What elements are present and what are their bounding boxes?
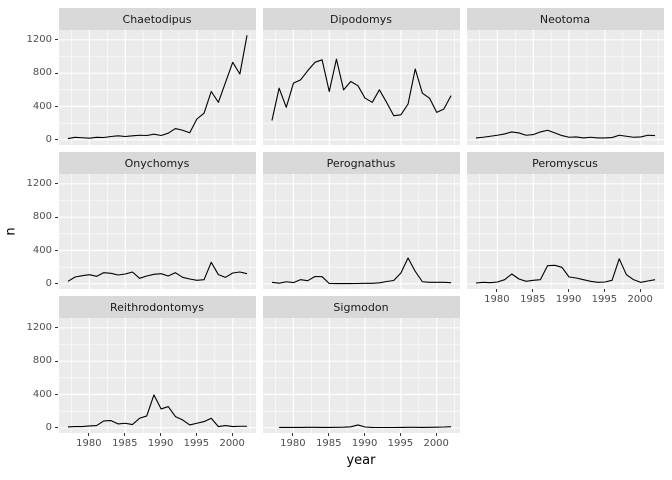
y-tick-label: 0: [45, 133, 52, 145]
y-tick-label: 1200: [26, 177, 52, 189]
data-line: [271, 257, 451, 285]
facet-title: Peromyscus: [532, 156, 598, 170]
facet-title: Sigmodon: [333, 300, 389, 314]
y-axis-tick: [55, 39, 58, 41]
facet-neotoma: Neotoma: [466, 8, 664, 145]
data-line: [67, 394, 247, 428]
x-axis-tick: [532, 289, 534, 292]
facet-panel: [58, 30, 256, 145]
x-axis-tick: [496, 289, 498, 292]
facet-title: Perognathus: [326, 156, 396, 170]
x-tick-label: 1985: [112, 438, 138, 449]
facet-strip: Onychomys: [58, 152, 256, 174]
facet-panel: [466, 30, 664, 145]
x-axis-tick: [399, 433, 401, 436]
y-tick-label: 800: [32, 211, 52, 223]
facet-title: Chaetodipus: [122, 12, 192, 26]
x-axis-tick: [364, 433, 366, 436]
x-tick-label: 1985: [520, 294, 546, 305]
facet-panel: [58, 318, 256, 433]
y-axis-tick: [55, 393, 58, 396]
y-axis-tick: [55, 216, 58, 218]
y-axis-tick: [55, 139, 58, 141]
facet-onychomys: Onychomys: [58, 152, 256, 289]
x-tick-label: 1980: [76, 438, 102, 449]
data-line: [67, 261, 247, 282]
facet-strip: Reithrodontomys: [58, 296, 256, 318]
y-axis-tick: [55, 360, 58, 362]
x-axis-tick: [292, 433, 294, 436]
facet-chaetodipus: Chaetodipus: [58, 8, 256, 145]
data-line: [67, 35, 248, 140]
x-tick-label: 2000: [219, 438, 245, 449]
data-line: [475, 129, 655, 139]
facet-reithrodontomys: Reithrodontomys: [58, 296, 256, 433]
x-axis-tick: [328, 433, 330, 436]
y-axis-tick: [55, 183, 58, 185]
x-tick-label: 1980: [484, 294, 510, 305]
facet-panel: [262, 30, 460, 145]
x-axis-tick: [639, 289, 641, 292]
x-tick-label: 2000: [423, 438, 449, 449]
facet-panel: [58, 174, 256, 289]
y-axis-tick: [55, 283, 58, 285]
x-axis-title: year: [346, 453, 376, 468]
y-axis-tick: [55, 427, 58, 429]
facet-strip: Dipodomys: [262, 8, 460, 30]
y-axis-tick: [55, 249, 58, 252]
facet-title: Neotoma: [539, 12, 591, 26]
facet-panel: [262, 174, 460, 289]
x-axis-tick: [568, 289, 570, 292]
x-tick-label: 1995: [183, 438, 210, 449]
data-line: [270, 58, 452, 121]
y-axis-tick: [55, 327, 58, 329]
x-axis-tick: [195, 433, 197, 436]
facet-strip: Sigmodon: [262, 296, 460, 318]
facet-peromyscus: Peromyscus: [466, 152, 664, 289]
x-tick-label: 1990: [351, 438, 378, 449]
y-tick-label: 400: [32, 388, 52, 400]
x-axis-tick: [231, 433, 233, 436]
y-tick-label: 800: [32, 355, 52, 367]
facet-dipodomys: Dipodomys: [262, 8, 460, 145]
y-tick-label: 400: [32, 244, 52, 256]
facet-strip: Chaetodipus: [58, 8, 256, 30]
data-line: [475, 258, 655, 284]
facet-strip: Neotoma: [466, 8, 664, 30]
x-axis-tick: [603, 289, 605, 292]
x-axis-tick: [160, 433, 162, 436]
facet-sigmodon: Sigmodon: [262, 296, 460, 433]
facet-title: Dipodomys: [330, 12, 392, 26]
facet-panel: [466, 174, 664, 289]
x-axis-tick: [435, 433, 437, 436]
facet-title: Reithrodontomys: [110, 300, 204, 314]
x-tick-label: 2000: [627, 294, 653, 305]
facet-panel: [262, 318, 460, 433]
x-tick-label: 1990: [147, 438, 174, 449]
x-axis-tick: [124, 433, 126, 436]
y-axis-tick: [55, 105, 58, 108]
facet-perognathus: Perognathus: [262, 152, 460, 289]
y-tick-label: 400: [32, 100, 52, 112]
y-tick-label: 0: [45, 277, 52, 289]
y-tick-label: 800: [32, 67, 52, 79]
data-line: [278, 424, 451, 429]
x-tick-label: 1990: [555, 294, 582, 305]
x-tick-label: 1995: [387, 438, 414, 449]
y-tick-label: 1200: [26, 321, 52, 333]
y-axis-tick: [55, 72, 58, 74]
facet-title: Onychomys: [124, 156, 190, 170]
x-tick-label: 1980: [280, 438, 306, 449]
x-tick-label: 1995: [591, 294, 618, 305]
y-tick-label: 0: [45, 421, 52, 433]
x-tick-label: 1985: [316, 438, 342, 449]
y-tick-label: 1200: [26, 33, 52, 45]
facet-strip: Peromyscus: [466, 152, 664, 174]
x-axis-tick: [88, 433, 90, 436]
facet-strip: Perognathus: [262, 152, 460, 174]
